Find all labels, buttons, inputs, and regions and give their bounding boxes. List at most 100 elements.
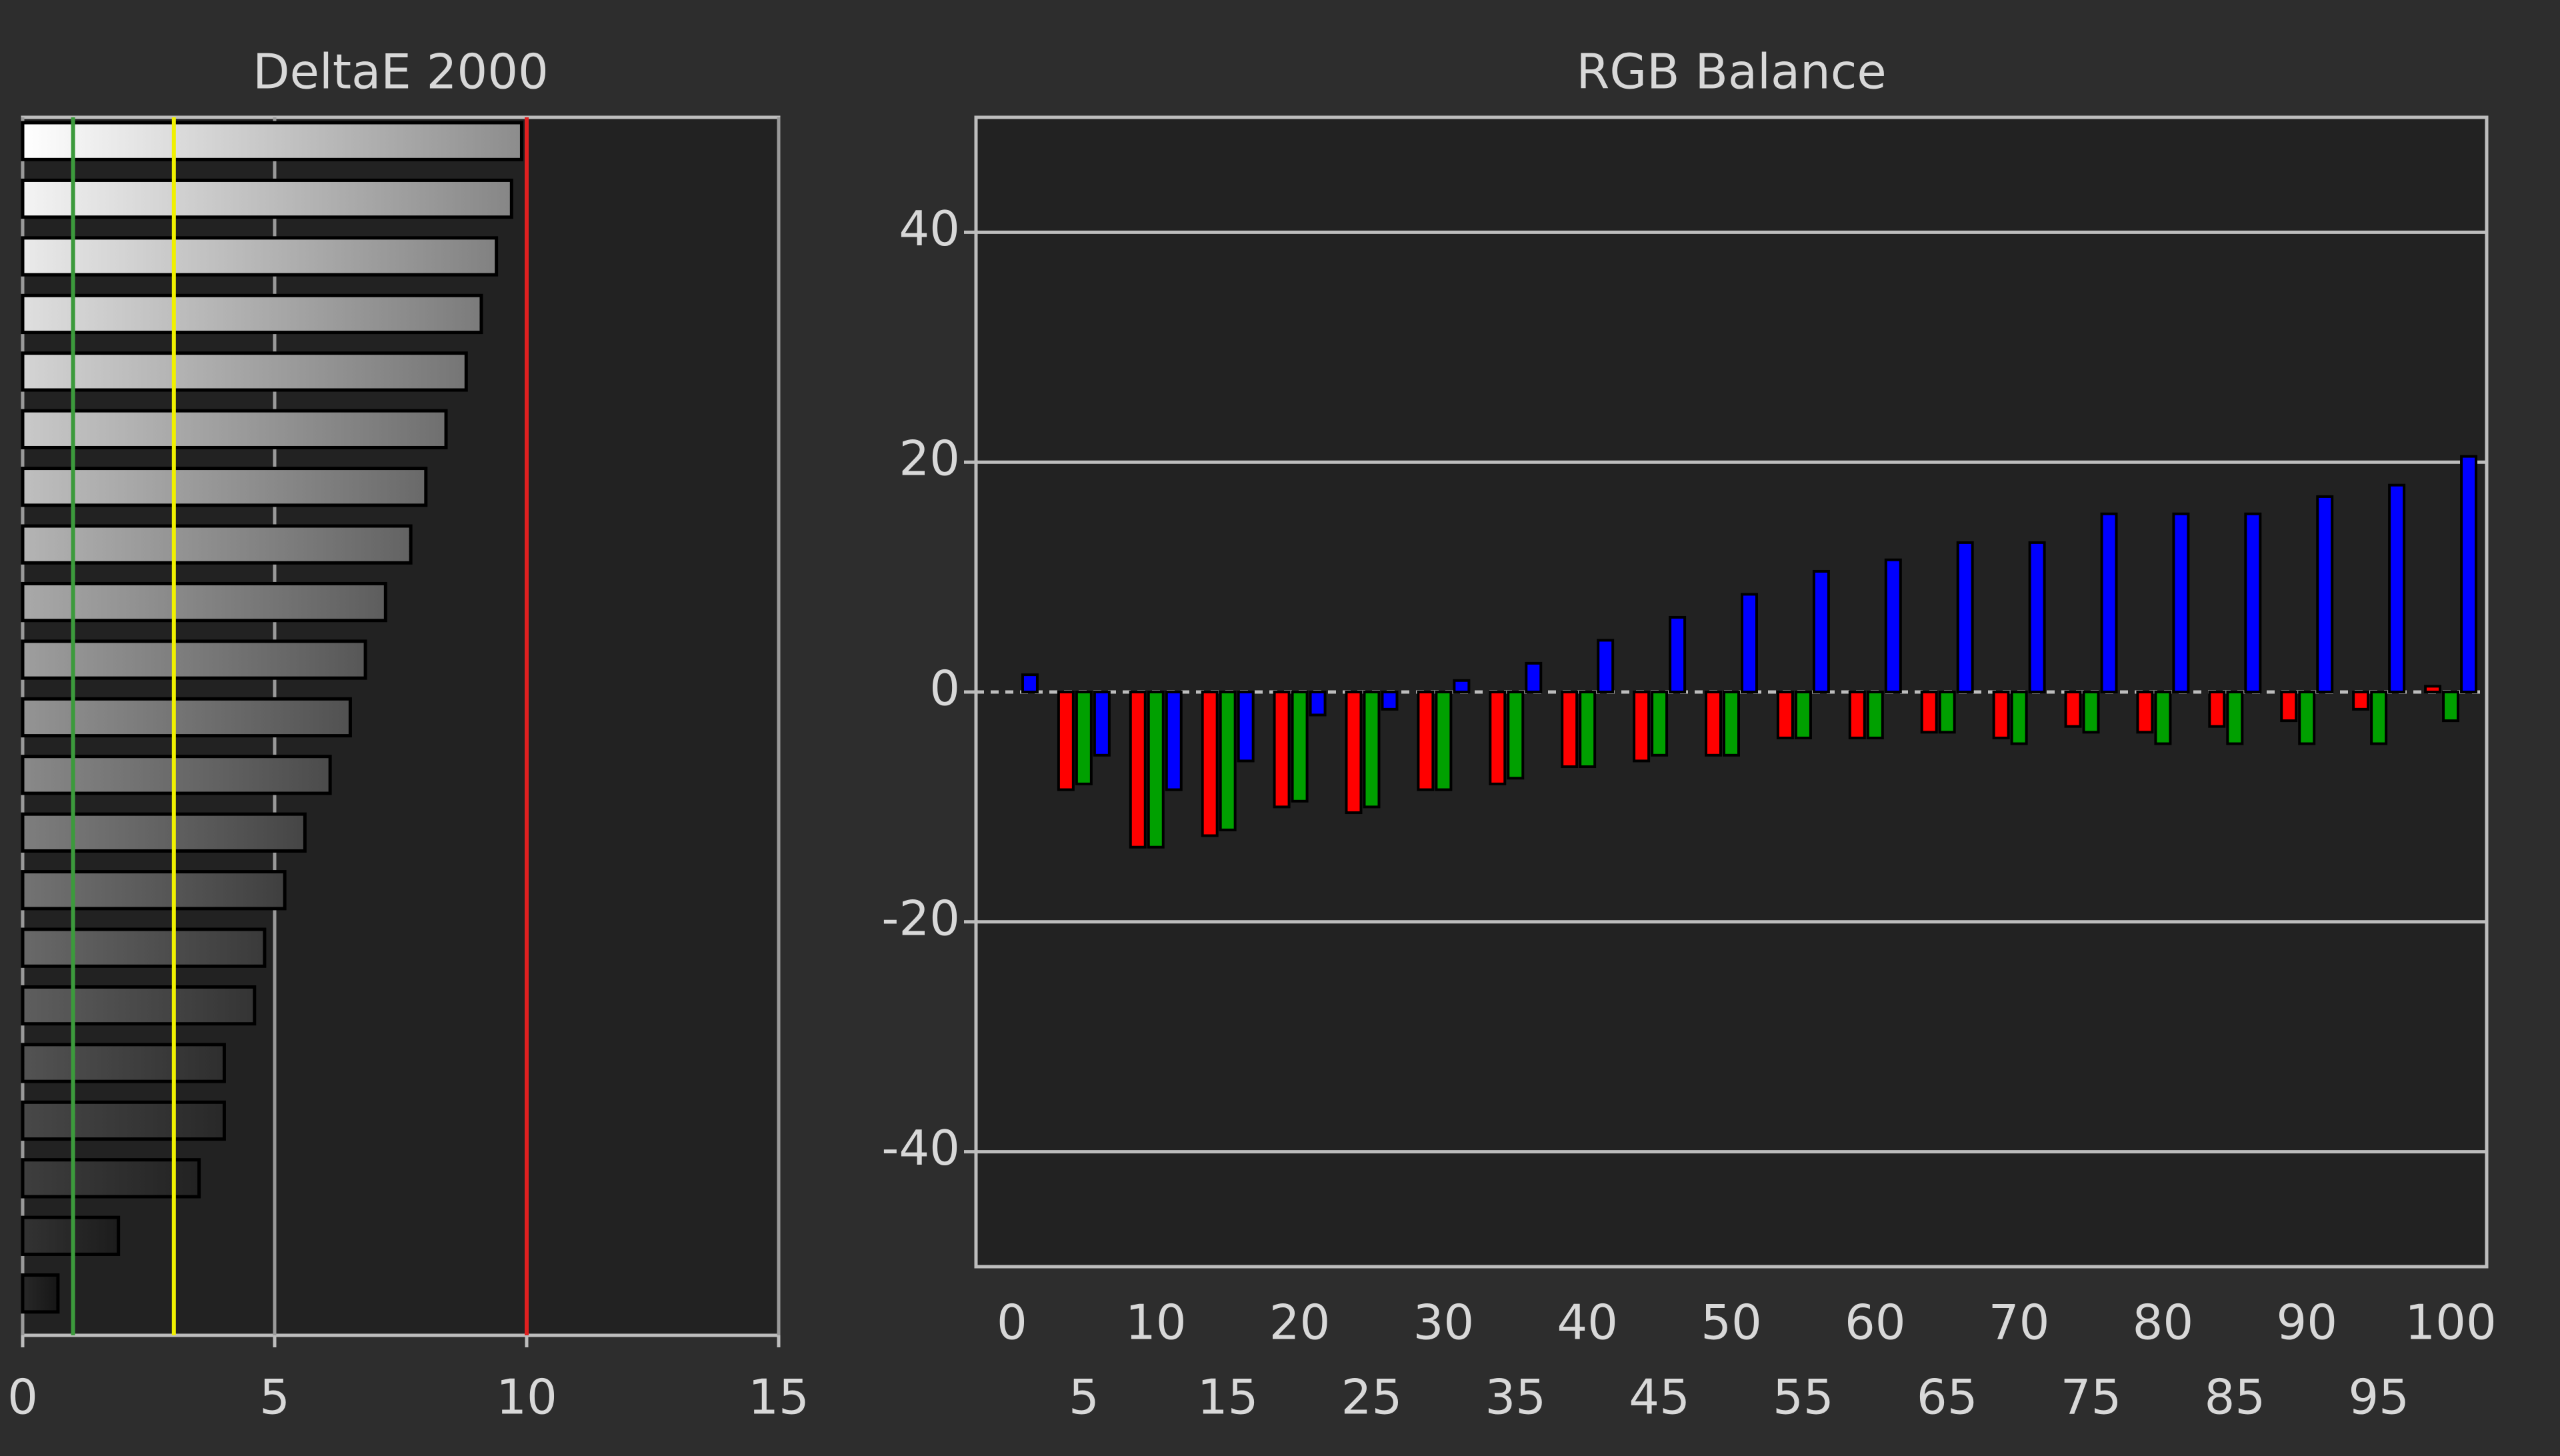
bar	[1920, 691, 1938, 734]
bar	[2208, 691, 2226, 728]
bar	[1291, 691, 1309, 803]
bar	[1705, 691, 1722, 757]
bar	[21, 985, 257, 1026]
bar	[1812, 569, 1830, 693]
bar	[21, 581, 387, 623]
bar	[1093, 691, 1111, 757]
x-tick-label: 90	[2276, 1295, 2337, 1351]
x-tick-label: 35	[1485, 1369, 1546, 1425]
bar	[1489, 691, 1507, 785]
bar	[2370, 691, 2388, 745]
bar	[1633, 691, 1651, 763]
bar	[1669, 615, 1687, 693]
bar	[1417, 691, 1435, 791]
bar	[21, 293, 483, 335]
bar	[21, 178, 513, 219]
bar	[2460, 455, 2478, 694]
x-tick-label: 5	[1069, 1369, 1099, 1425]
y-tick-label: 20	[899, 431, 960, 487]
bar	[2424, 685, 2442, 694]
x-tick-label: 60	[1845, 1295, 1906, 1351]
x-tick-label: 0	[7, 1369, 38, 1425]
bar	[1237, 691, 1255, 763]
bar	[1866, 691, 1884, 739]
chart-title: DeltaE 2000	[253, 44, 549, 100]
bar	[1794, 691, 1812, 739]
y-tick-label: 0	[929, 661, 960, 717]
y-tick-label: 40	[899, 201, 960, 257]
bar	[2010, 691, 2028, 745]
bar	[21, 1043, 226, 1083]
bar	[21, 755, 332, 795]
x-tick-label: 10	[1125, 1295, 1187, 1351]
bar	[2172, 512, 2190, 694]
bar	[2136, 691, 2154, 734]
x-tick-label: 0	[997, 1295, 1027, 1351]
bar	[1381, 691, 1399, 711]
x-tick-label: 70	[1989, 1295, 2050, 1351]
x-tick-label: 45	[1629, 1369, 1690, 1425]
bar	[21, 1158, 201, 1199]
bar	[1201, 691, 1219, 837]
x-tick-label: 85	[2205, 1369, 2266, 1425]
bar	[1525, 661, 1543, 694]
bar	[21, 639, 367, 680]
bar	[21, 351, 468, 392]
x-tick-label: 50	[1701, 1295, 1762, 1351]
bar	[2154, 691, 2172, 745]
bar	[2028, 541, 2046, 693]
bar	[21, 1273, 60, 1314]
bar	[21, 927, 267, 968]
chart-title: RGB Balance	[1576, 44, 1886, 100]
x-tick-label: 100	[2405, 1295, 2496, 1351]
x-tick-label: 15	[1197, 1369, 1259, 1425]
bar	[1345, 691, 1363, 815]
bar	[1848, 691, 1866, 739]
bar	[1723, 691, 1740, 757]
bar	[2388, 483, 2406, 693]
bar	[1938, 691, 1956, 734]
y-tick-label: -40	[881, 1120, 960, 1176]
bar	[2316, 495, 2334, 693]
bar	[21, 409, 448, 449]
bar	[21, 1100, 226, 1141]
bar	[21, 236, 499, 277]
x-tick-label: 10	[496, 1369, 557, 1425]
bar	[2442, 691, 2460, 723]
bar	[2298, 691, 2316, 745]
bar	[2352, 691, 2370, 711]
bar	[21, 870, 287, 911]
y-tick-label: -20	[881, 890, 960, 946]
bar	[1776, 691, 1794, 739]
bar	[1579, 691, 1597, 769]
bar	[1147, 691, 1165, 849]
x-tick-label: 20	[1269, 1295, 1331, 1351]
bar	[1075, 691, 1093, 785]
bar	[2100, 512, 2118, 694]
x-tick-label: 30	[1413, 1295, 1475, 1351]
x-tick-label: 80	[2133, 1295, 2194, 1351]
bar	[1956, 541, 1974, 693]
x-tick-label: 65	[1917, 1369, 1978, 1425]
x-tick-label: 40	[1557, 1295, 1618, 1351]
bar	[1992, 691, 2010, 739]
bar	[1507, 691, 1525, 780]
bar	[21, 524, 413, 565]
x-tick-label: 95	[2348, 1369, 2409, 1425]
bar	[2280, 691, 2298, 723]
bar	[1057, 691, 1075, 791]
x-tick-label: 15	[748, 1369, 809, 1425]
bar	[1597, 639, 1615, 693]
bar	[1165, 691, 1183, 791]
bar	[1309, 691, 1327, 717]
bar	[1453, 679, 1471, 694]
x-tick-label: 75	[2061, 1369, 2122, 1425]
bar	[1021, 673, 1039, 694]
bar	[21, 697, 352, 738]
bar	[2244, 512, 2262, 694]
bar	[21, 121, 523, 161]
bar	[1219, 691, 1237, 831]
bar	[2064, 691, 2082, 728]
bar	[21, 812, 307, 853]
